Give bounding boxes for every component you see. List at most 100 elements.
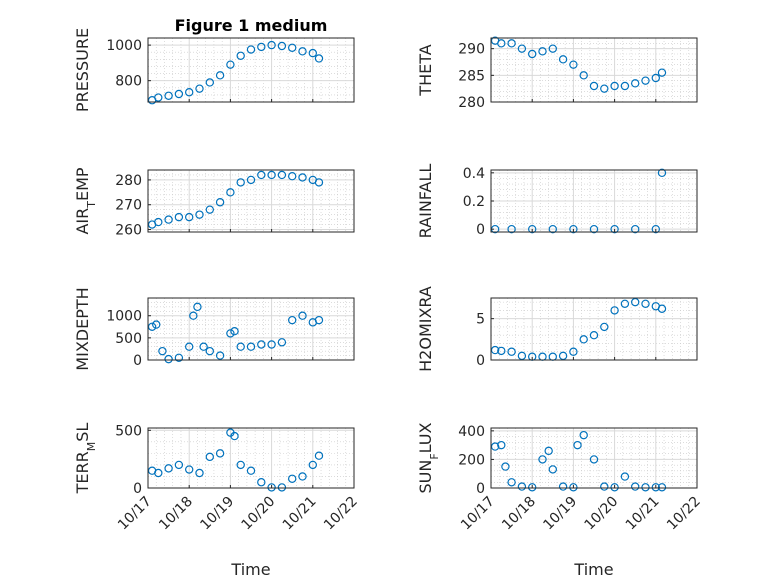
y-axis-label: H2OMIXRA — [416, 286, 435, 372]
subplot-6: 0 5 H2OMIXRA — [416, 286, 698, 372]
data-point — [497, 440, 506, 450]
x-tick-label: 10/17 — [115, 494, 155, 534]
x-tick-label: 10/20 — [239, 494, 279, 534]
data-point — [651, 483, 661, 492]
data-point — [184, 88, 194, 97]
data-point — [600, 84, 609, 93]
axes-box — [147, 297, 355, 361]
data-point — [288, 474, 297, 483]
data-point — [154, 217, 163, 227]
data-point — [569, 60, 578, 69]
data-point — [490, 345, 500, 355]
data-point — [246, 466, 256, 475]
data-point — [490, 442, 500, 451]
data-point — [164, 91, 173, 100]
data-point — [298, 47, 307, 56]
data-point — [288, 171, 297, 181]
y-tick-label: 400 — [458, 424, 485, 440]
plot-area — [491, 298, 697, 360]
figure-title: Figure 1 medium — [175, 16, 328, 35]
data-point — [230, 327, 239, 336]
data-point — [226, 60, 235, 69]
data-point — [507, 347, 516, 356]
y-axis-label: AIRTEMP — [73, 167, 98, 234]
data-point — [501, 462, 510, 471]
data-point — [277, 483, 287, 492]
data-point — [631, 297, 640, 307]
data-point — [164, 215, 173, 224]
y-tick-label: 0 — [476, 481, 485, 497]
subplot-4: 0 0.2 0.4 RAINFALL — [416, 164, 698, 239]
data-point — [147, 322, 157, 331]
subplot-3: 260 270 280 AIRTEMP — [73, 167, 355, 239]
y-axis-label: PRESSURE — [73, 28, 92, 112]
axes-box — [147, 169, 355, 233]
data-point — [610, 306, 619, 315]
data-point — [620, 81, 630, 91]
data-point — [641, 76, 650, 85]
axes-box — [490, 297, 698, 361]
data-point — [657, 68, 667, 77]
y-tick-label: 0 — [133, 481, 142, 497]
data-point — [548, 465, 558, 474]
data-point — [579, 335, 588, 344]
data-point — [226, 188, 235, 197]
y-tick-label: 290 — [458, 42, 485, 58]
data-point — [314, 451, 324, 460]
data-point — [620, 299, 630, 308]
data-point — [651, 73, 661, 83]
data-point — [298, 472, 307, 481]
x-tick-label: 10/19 — [197, 494, 237, 534]
data-point — [174, 212, 184, 222]
y-tick-label: 1000 — [106, 309, 142, 325]
data-point — [154, 93, 163, 102]
y-axis-label: RAINFALL — [416, 164, 435, 239]
y-tick-label: 800 — [115, 74, 142, 90]
data-point — [226, 329, 235, 338]
data-point — [589, 81, 599, 91]
data-point — [174, 353, 184, 362]
data-point — [189, 311, 198, 320]
data-point — [298, 173, 307, 182]
x-tick-label: 10/17 — [458, 494, 498, 534]
y-tick-label: 500 — [115, 423, 142, 439]
data-point — [184, 212, 194, 222]
x-tick-label: 10/20 — [582, 494, 622, 534]
data-point — [651, 224, 661, 234]
y-tick-label: 285 — [458, 68, 485, 84]
y-axis-label: SUNFLUX — [416, 422, 441, 493]
data-point — [298, 311, 307, 320]
y-tick-label: 500 — [115, 331, 142, 347]
data-point — [314, 315, 324, 325]
x-axis-label-right: Time — [573, 560, 613, 579]
data-point — [184, 342, 194, 351]
data-point — [267, 170, 276, 180]
data-point — [558, 482, 568, 491]
data-point — [205, 346, 214, 356]
subplot-2: 280 285 290 THETA — [416, 36, 698, 111]
y-tick-label: 200 — [458, 452, 485, 468]
subplot-5: 0 500 1000 MIXDEPTH — [73, 287, 355, 371]
data-point — [579, 71, 588, 80]
data-point — [558, 351, 568, 361]
data-point — [314, 54, 324, 63]
data-point — [528, 49, 537, 59]
subplot-8: 0 200 400 10/17 10/18 10/19 10/20 10/21 10/22 SUN… — [416, 422, 704, 533]
y-tick-label: 260 — [115, 223, 142, 239]
data-point — [236, 342, 245, 351]
axes-box — [147, 37, 355, 103]
data-point — [205, 78, 214, 87]
data-point — [507, 39, 516, 48]
data-point — [544, 446, 553, 456]
data-point — [517, 44, 527, 53]
data-point — [579, 430, 588, 440]
data-point — [199, 342, 208, 351]
data-point — [246, 175, 256, 185]
data-point — [267, 483, 276, 492]
data-point — [277, 338, 287, 347]
plot-area — [148, 38, 354, 102]
data-point — [507, 224, 516, 234]
data-point — [528, 224, 537, 234]
subplot-grid: 800 1000 PRESSURE 280 285 290 THETA 260 270 280 AI… — [73, 28, 704, 533]
